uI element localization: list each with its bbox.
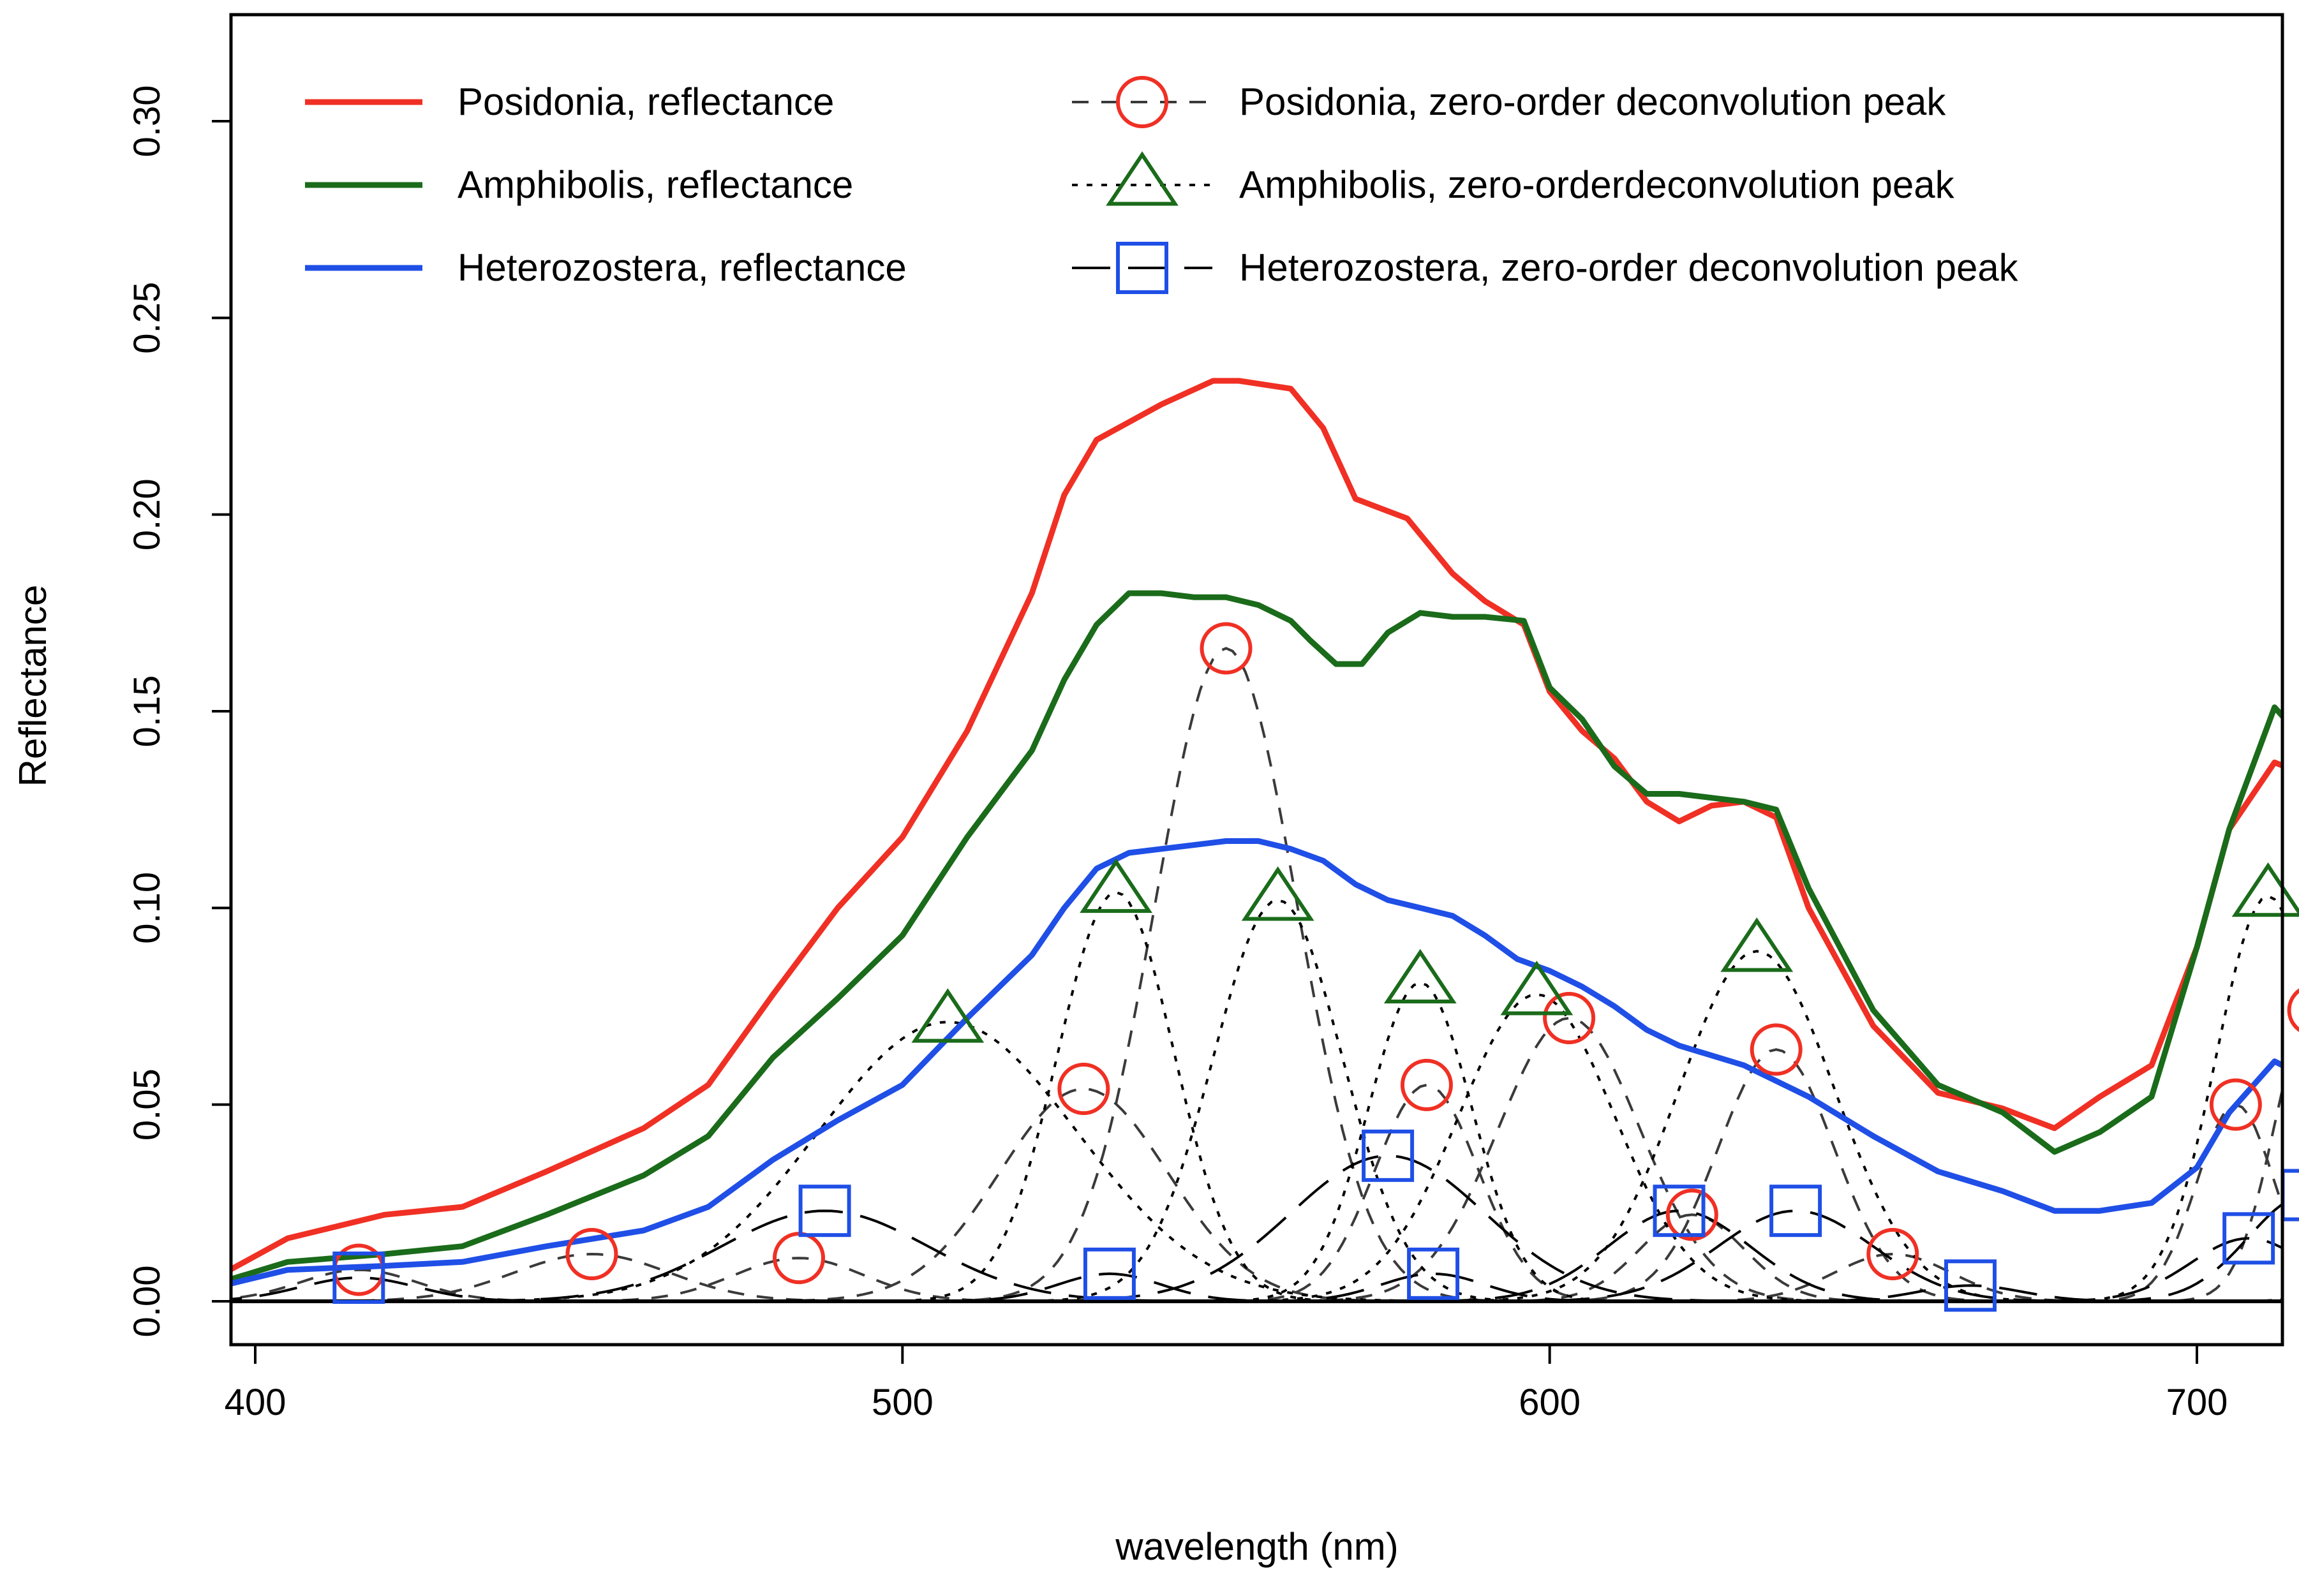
series-line	[231, 590, 2282, 1283]
circle-marker	[1866, 1228, 1919, 1280]
square-marker	[798, 1185, 851, 1238]
y-tick-label: 0.30	[126, 85, 168, 158]
circle-marker	[1400, 1058, 1453, 1111]
triangle-marker	[1720, 917, 1794, 972]
legend-triangle-marker	[1106, 151, 1179, 206]
triangle-marker	[1080, 858, 1152, 913]
y-axis-label: Reflectance	[11, 585, 54, 787]
legend-label: Amphibolis, zero-orderdeconvolution peak	[1239, 163, 1955, 206]
circle-marker	[1200, 622, 1253, 675]
legend-label: Amphibolis, reflectance	[458, 163, 853, 206]
y-tick-label: 0.10	[126, 872, 168, 944]
circle-marker	[1750, 1023, 1803, 1076]
square-marker	[2222, 1212, 2275, 1265]
square-marker	[1407, 1247, 1460, 1300]
legend: Posidonia, reflectance Amphibolis, reflec…	[305, 76, 2019, 294]
y-tick-label: 0.05	[126, 1068, 168, 1141]
square-marker	[1653, 1185, 1706, 1238]
x-tick-label: 500	[872, 1382, 934, 1423]
legend-label: Posidonia, reflectance	[458, 80, 834, 123]
legend-circle-marker	[1116, 76, 1168, 128]
x-tick-label: 400	[225, 1382, 286, 1423]
x-axis-label: wavelength (nm)	[1115, 1525, 1399, 1568]
triangle-marker	[911, 988, 985, 1043]
x-tick-label: 600	[1519, 1382, 1581, 1423]
square-marker	[1362, 1129, 1415, 1182]
y-tick-label: 0.00	[126, 1266, 168, 1338]
reflectance-series-layer	[231, 378, 2282, 1287]
legend-label: Heterozostera, zero-order deconvolution …	[1239, 246, 2019, 289]
triangle-marker	[1241, 866, 1314, 921]
x-tick-label: 700	[2166, 1382, 2228, 1423]
square-marker	[1083, 1247, 1136, 1300]
circle-marker	[1057, 1063, 1110, 1115]
circle-marker	[1543, 992, 1596, 1044]
legend-label: Heterozostera, reflectance	[458, 246, 907, 289]
square-marker	[1769, 1185, 1822, 1238]
square-marker	[332, 1252, 385, 1304]
y-tick-label: 0.20	[126, 478, 168, 550]
circle-marker	[1665, 1188, 1718, 1241]
legend-label: Posidonia, zero-order deconvolution peak	[1239, 80, 1946, 123]
plot-frame	[229, 13, 2284, 1347]
series-line	[231, 378, 2282, 1273]
square-marker	[1944, 1259, 1997, 1312]
triangle-marker	[1500, 961, 1574, 1016]
triangle-marker	[2231, 862, 2299, 917]
peak-markers-layer	[332, 622, 2299, 1312]
deconvolution-peaks-layer	[231, 647, 2282, 1303]
y-tick-label: 0.25	[126, 282, 168, 354]
axes-layer: 400 500 600 700 0.00 0.05 0.10 0.15 0.20 0.25 0.30	[126, 85, 2228, 1423]
legend-square-marker	[1116, 242, 1168, 294]
series-line	[231, 838, 2282, 1287]
circle-marker	[2287, 988, 2299, 1032]
circle-marker	[565, 1228, 618, 1280]
y-tick-label: 0.15	[126, 676, 168, 748]
triangle-marker	[1383, 949, 1457, 1003]
circle-marker	[2209, 1078, 2262, 1131]
